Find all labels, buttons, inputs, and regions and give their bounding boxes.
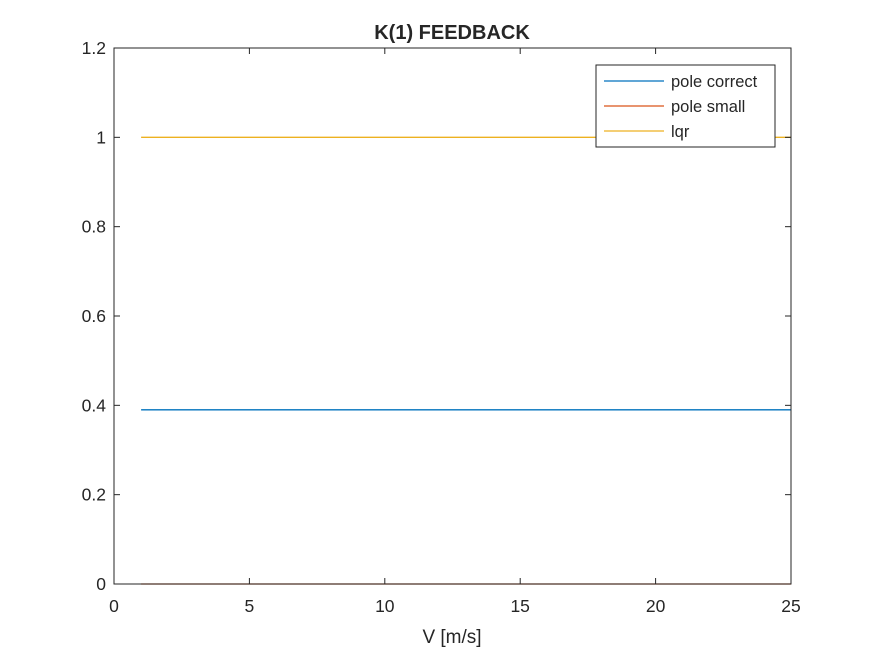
legend-label: pole correct bbox=[671, 73, 758, 91]
x-tick-label: 10 bbox=[375, 596, 395, 616]
x-tick-label: 5 bbox=[245, 596, 255, 616]
y-tick-label: 0.4 bbox=[82, 395, 107, 415]
y-tick-label: 0.2 bbox=[82, 485, 106, 505]
legend-label: pole small bbox=[671, 98, 745, 116]
y-tick-label: 1 bbox=[96, 127, 106, 147]
x-tick-label: 20 bbox=[646, 596, 666, 616]
y-tick-label: 0.6 bbox=[82, 306, 106, 326]
y-tick-label: 0 bbox=[96, 574, 106, 594]
x-tick-label: 25 bbox=[781, 596, 800, 616]
legend-label: lqr bbox=[671, 123, 690, 141]
x-tick-label: 15 bbox=[510, 596, 529, 616]
legend[interactable]: pole correct pole small lqr bbox=[595, 64, 776, 148]
x-axis-label: V [m/s] bbox=[422, 627, 481, 648]
y-tick-label: 0.8 bbox=[82, 217, 106, 237]
y-tick-label: 1.2 bbox=[82, 38, 106, 58]
y-ticks: 0 0.2 0.4 0.6 0.8 1 1.2 bbox=[82, 38, 791, 594]
chart-title: K(1) FEEDBACK bbox=[374, 22, 530, 44]
x-tick-label: 0 bbox=[109, 596, 119, 616]
x-ticks: 0 5 10 15 20 25 bbox=[109, 48, 801, 616]
